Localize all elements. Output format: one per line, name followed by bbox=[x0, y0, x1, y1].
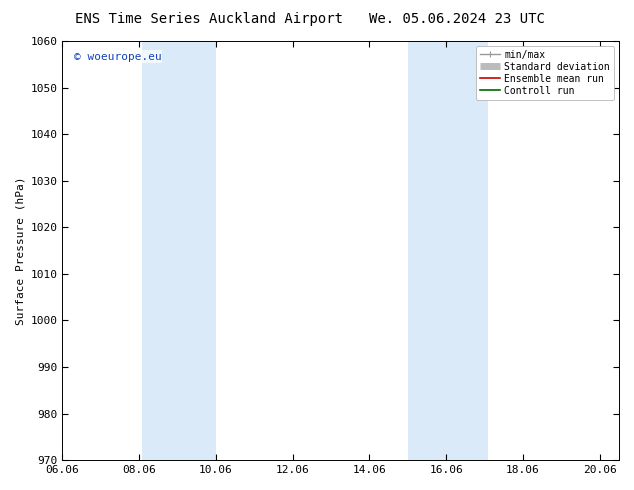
Text: We. 05.06.2024 23 UTC: We. 05.06.2024 23 UTC bbox=[368, 12, 545, 26]
Bar bbox=[408, 41, 488, 460]
Text: © woeurope.eu: © woeurope.eu bbox=[74, 51, 161, 62]
Y-axis label: Surface Pressure (hPa): Surface Pressure (hPa) bbox=[15, 176, 25, 325]
Legend: min/max, Standard deviation, Ensemble mean run, Controll run: min/max, Standard deviation, Ensemble me… bbox=[476, 46, 614, 99]
Bar bbox=[142, 41, 216, 460]
Text: ENS Time Series Auckland Airport: ENS Time Series Auckland Airport bbox=[75, 12, 343, 26]
